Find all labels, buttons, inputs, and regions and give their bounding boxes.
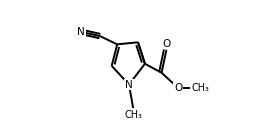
Text: O: O bbox=[162, 38, 171, 49]
Text: O: O bbox=[174, 83, 182, 93]
Text: N: N bbox=[125, 80, 133, 90]
Text: N: N bbox=[77, 27, 85, 37]
Text: CH₃: CH₃ bbox=[191, 83, 209, 93]
Text: CH₃: CH₃ bbox=[124, 109, 142, 120]
